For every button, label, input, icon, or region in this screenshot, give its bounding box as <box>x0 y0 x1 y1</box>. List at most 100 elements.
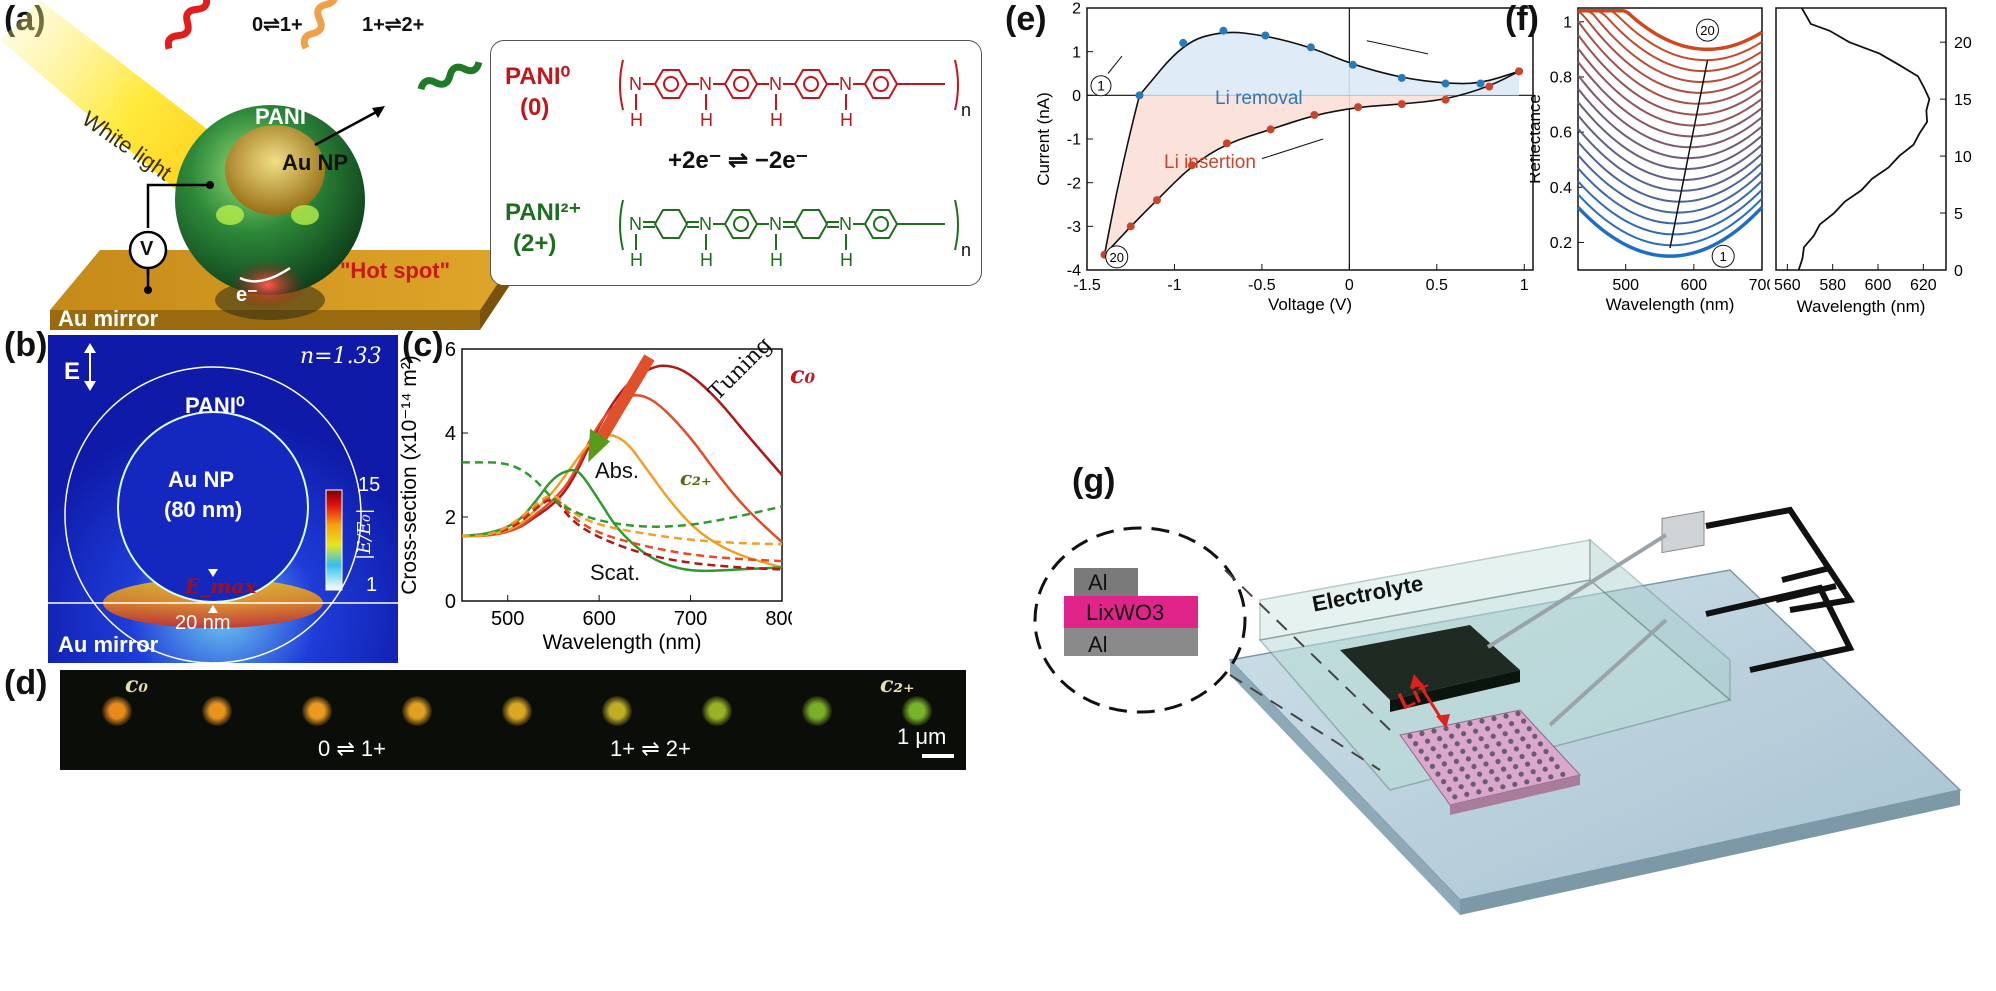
x-tick-label: -1 <box>1167 277 1181 294</box>
nanohole-dot <box>1413 741 1419 747</box>
nanohole-dot <box>1513 764 1519 770</box>
nanohole-dot <box>1548 774 1554 780</box>
reflectance-curve <box>1577 141 1763 203</box>
nanohole-dot <box>1477 753 1483 759</box>
nanohole-dot <box>1496 741 1502 747</box>
emax-label: E_max <box>185 574 257 598</box>
nanohole-dot <box>1518 771 1524 777</box>
nanohole-dot <box>1515 710 1521 717</box>
nanohole-dot <box>1489 769 1495 775</box>
reflectance-curve <box>1577 114 1763 181</box>
pani-structure-box <box>490 40 982 286</box>
plot-frame <box>1577 7 1763 271</box>
panel-a-illustration <box>0 0 520 330</box>
svg-text:H: H <box>770 110 783 130</box>
reflectance-curve <box>1578 9 1763 73</box>
panel-c-chart: 500 600 700 800 0 2 4 6 Wavelength (nm) Cross-sec… <box>400 339 792 654</box>
y-tick-label: -3 <box>1067 219 1081 236</box>
nanohole-dot <box>1465 774 1471 780</box>
svg-text:N: N <box>629 74 642 94</box>
particle-spot <box>702 696 732 726</box>
cbar-min-label: 1 <box>366 574 378 596</box>
nanohole-dot <box>1485 726 1491 732</box>
li-insertion-point <box>1485 82 1494 91</box>
y-tick-label: 5 <box>1954 206 1963 223</box>
panel-b-label: (b) <box>4 326 48 364</box>
nanohole-dot <box>1525 743 1531 749</box>
au-np-label: Au NP <box>282 150 348 175</box>
x-axis-label: Wavelength (nm) <box>542 631 701 654</box>
nanohole-dot <box>1520 736 1526 742</box>
pointer-arrow-icon <box>372 106 385 118</box>
svg-text:N: N <box>629 214 642 234</box>
al-top-label: Al <box>1088 570 1108 595</box>
t1-d-label: 0 ⇌ 1+ <box>318 736 386 761</box>
reflectance-curve <box>1577 154 1763 214</box>
li-insertion-point <box>1126 222 1135 231</box>
y-axis-label: Cross-section (x10⁻¹⁴ m²) <box>400 355 421 594</box>
nanohole-dot <box>1455 723 1461 729</box>
nanohole-dot <box>1467 720 1473 727</box>
panel-f-minimum-chart: 560 580 600 620 0 5 10 15 20 Wavelength (nm) <box>1774 7 1972 316</box>
contact-pad-bottom <box>1661 510 1705 554</box>
electron-arrow-icon <box>239 266 291 283</box>
reflectance-curve <box>1578 9 1763 83</box>
series-line-abs-mid2 <box>462 494 783 546</box>
y-tick-label: 20 <box>1954 35 1972 52</box>
particle-spot <box>802 696 832 726</box>
nanohole-dot <box>1508 738 1514 744</box>
transition-1-2-label: 1+⇌2+ <box>362 14 425 36</box>
pani2-chain: N H N H N H N H <box>619 199 959 270</box>
li-arrow-icon <box>1436 714 1450 728</box>
scale-label: 1 μm <box>897 724 947 749</box>
tuning-arrow-head-icon <box>588 428 611 463</box>
nanohole-dot <box>1460 748 1466 754</box>
end-marker-label: 20 <box>1109 250 1123 265</box>
nanohole-dot <box>1446 786 1452 792</box>
li-removal-label: Li removal <box>1215 88 1303 109</box>
y-tick-label: 10 <box>1954 149 1972 166</box>
nanohole-dot <box>1506 774 1512 780</box>
y-axis-label: Current (nA) <box>1034 92 1053 186</box>
nanohole-dot <box>1543 748 1549 755</box>
particle-spot <box>302 696 332 726</box>
series-line-scat-c2- <box>461 468 783 573</box>
transition-0-1-label: 0⇌1+ <box>252 14 303 36</box>
cbar-title: |E/E₀| <box>354 508 375 560</box>
y-tick-label: 1 <box>1072 44 1081 61</box>
particle-spot <box>902 696 932 726</box>
nanohole-dot <box>1449 733 1455 739</box>
start-marker-label: 1 <box>1097 78 1105 94</box>
panel-b-field-map <box>48 335 398 663</box>
particle-spot <box>402 696 432 726</box>
reflectance-curve <box>1578 9 1763 62</box>
x-tick-label: 600 <box>582 608 615 630</box>
li-removal-point <box>1441 79 1450 88</box>
orange-wave-icon <box>300 0 339 50</box>
reflectance-curve <box>1577 74 1763 149</box>
li-removal-curve <box>1138 31 1520 96</box>
nanohole-dot <box>1489 751 1495 757</box>
nanohole-dot <box>1530 769 1536 775</box>
y-tick-label: 0 <box>445 591 456 613</box>
nanohole-dot <box>1452 794 1458 800</box>
nanohole-dot <box>1488 786 1494 792</box>
nanohole-dot <box>1425 738 1431 744</box>
reflectance-curve <box>1578 9 1764 52</box>
reflectance-curve <box>1577 47 1763 127</box>
li-insertion-point <box>1152 196 1161 205</box>
colorbar <box>325 489 343 591</box>
pani-chain-structures: N H N H N H N H n N H <box>619 59 971 270</box>
svg-text:H: H <box>840 250 853 270</box>
x-tick-label: -1.5 <box>1073 277 1101 294</box>
min-wavelength-trace <box>1797 7 1931 271</box>
liwo3-label: LixWO3 <box>1086 600 1165 625</box>
nanohole-dot <box>1537 741 1543 747</box>
nanohole-dot <box>1526 726 1532 732</box>
nanohole-dot <box>1537 759 1543 765</box>
x-tick-label: 580 <box>1819 277 1846 294</box>
x-tick-label: 560 <box>1774 277 1801 294</box>
nanohole-dot <box>1461 731 1467 737</box>
nanohole-dot <box>1459 766 1465 772</box>
li-insertion-point <box>1187 161 1196 170</box>
